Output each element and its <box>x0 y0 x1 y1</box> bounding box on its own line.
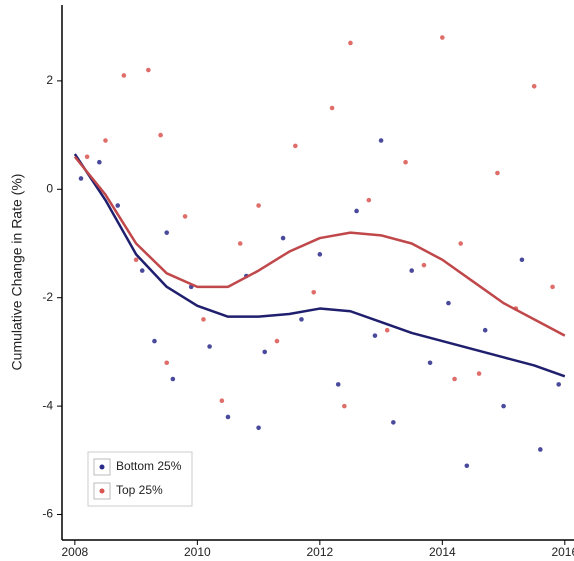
point <box>78 176 84 181</box>
x-tick-label: 2012 <box>306 545 333 559</box>
point <box>146 67 151 73</box>
point <box>476 371 482 376</box>
point <box>84 154 90 160</box>
point <box>538 447 543 452</box>
point <box>464 463 470 469</box>
point <box>366 197 372 203</box>
legend-label: Bottom 25% <box>116 459 182 473</box>
point <box>158 132 163 138</box>
point <box>495 170 500 176</box>
point <box>403 159 408 165</box>
point <box>427 360 433 366</box>
point <box>121 73 127 78</box>
trend-line <box>73 153 566 378</box>
point <box>201 317 206 322</box>
point <box>115 203 121 208</box>
y-tick-label: -6 <box>42 507 53 521</box>
point <box>225 414 231 420</box>
point <box>139 268 145 273</box>
point <box>293 143 298 149</box>
point <box>501 403 506 409</box>
x-tick-label: 2014 <box>429 545 456 559</box>
y-tick-label: 0 <box>46 181 53 195</box>
legend-label: Top 25% <box>116 483 163 497</box>
point <box>421 262 427 268</box>
legend-key <box>99 488 105 494</box>
point <box>550 284 555 290</box>
x-tick-label: 2016 <box>551 545 574 559</box>
point <box>409 268 415 273</box>
point <box>256 425 261 431</box>
point <box>452 376 457 382</box>
point <box>482 327 488 333</box>
y-tick-label: -2 <box>42 290 53 304</box>
point <box>378 138 384 143</box>
point <box>458 241 463 246</box>
point <box>170 376 176 382</box>
point <box>317 252 323 257</box>
y-tick-label: -4 <box>42 398 53 412</box>
point <box>237 241 243 246</box>
point <box>133 257 139 263</box>
point <box>342 403 347 409</box>
point <box>262 349 268 355</box>
point <box>311 289 317 295</box>
point <box>274 338 280 344</box>
point <box>335 382 341 387</box>
point <box>97 159 102 165</box>
point <box>182 214 188 219</box>
point <box>446 300 451 306</box>
point <box>219 398 225 403</box>
point <box>164 230 170 235</box>
trend-line <box>73 155 566 337</box>
y-tick-label: 2 <box>46 73 53 87</box>
point <box>329 105 335 111</box>
point <box>152 338 157 344</box>
point <box>556 382 561 387</box>
legend-key <box>99 464 105 470</box>
point <box>372 333 378 338</box>
point <box>384 327 390 333</box>
point <box>519 257 525 263</box>
point <box>103 138 108 143</box>
point <box>531 84 537 89</box>
x-tick-label: 2008 <box>62 545 89 559</box>
point <box>299 317 304 322</box>
point <box>348 40 353 46</box>
point <box>164 360 170 366</box>
point <box>256 203 261 208</box>
y-axis-label: Cumulative Change in Rate (%) <box>9 174 25 371</box>
point <box>207 344 212 349</box>
point <box>280 235 286 241</box>
x-tick-label: 2010 <box>184 545 211 559</box>
point <box>440 35 445 40</box>
point <box>391 420 396 425</box>
point <box>354 208 359 214</box>
